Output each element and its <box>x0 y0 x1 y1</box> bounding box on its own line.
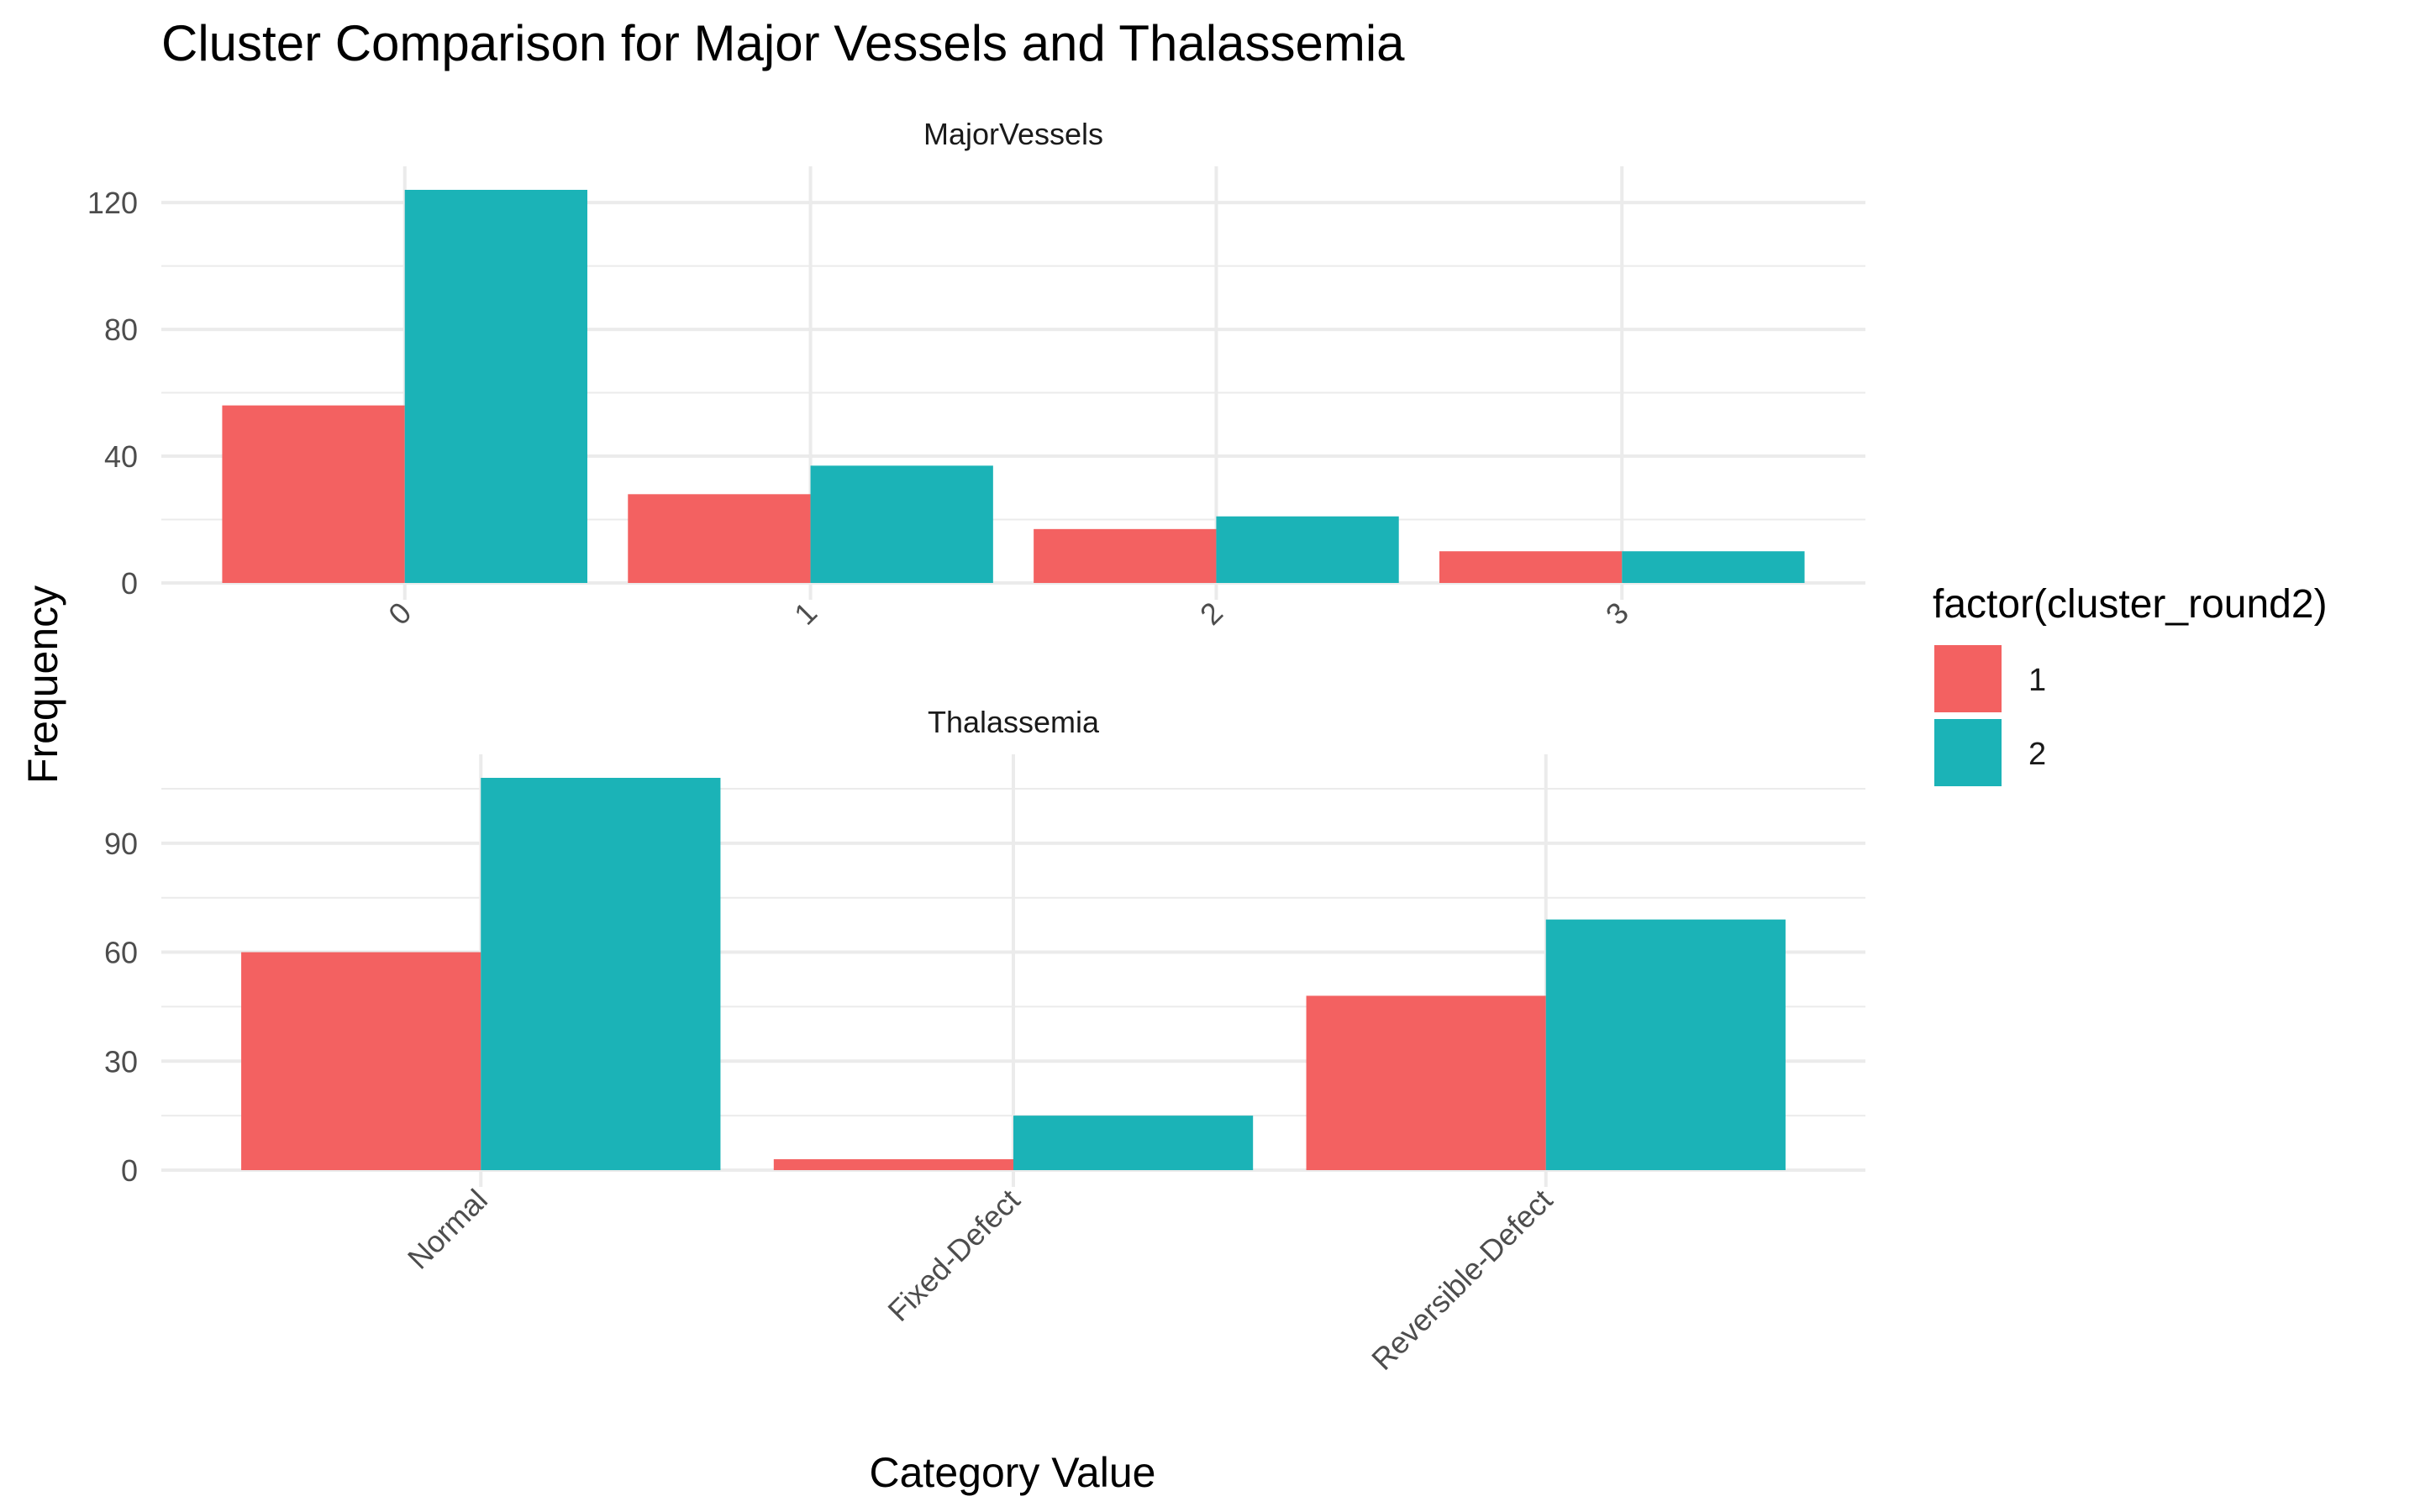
y-tick-label: 90 <box>104 827 138 861</box>
x-tick-label: 3 <box>1599 596 1635 632</box>
y-tick-label: 0 <box>121 1153 138 1188</box>
bar-MajorVessels-2-cluster-2 <box>1216 516 1399 583</box>
bar-MajorVessels-3-cluster-2 <box>1622 551 1805 583</box>
bar-MajorVessels-1-cluster-2 <box>810 465 993 583</box>
y-tick-label: 0 <box>121 566 138 601</box>
bar-MajorVessels-3-cluster-1 <box>1439 551 1623 583</box>
legend-title: factor(cluster_round2) <box>1933 582 2328 627</box>
bar-Thalassemia-Normal-cluster-2 <box>481 778 721 1170</box>
chart-title: Cluster Comparison for Major Vessels and… <box>161 15 1405 71</box>
x-axis-title: Category Value <box>870 1449 1156 1496</box>
panel-0: MajorVessels 0 40 80 120 0 1 2 3 <box>87 117 1865 632</box>
legend-label: 2 <box>2028 737 2046 772</box>
y-tick-label: 40 <box>104 439 138 474</box>
x-tick-label: Fixed-Defect <box>881 1183 1026 1328</box>
x-tick-label: 2 <box>1193 596 1229 632</box>
bar-Thalassemia-Reversible-Defect-cluster-1 <box>1306 995 1546 1170</box>
x-tick-label: Reversible-Defect <box>1365 1183 1559 1377</box>
y-axis-title: Frequency <box>19 585 66 784</box>
legend-swatch-1 <box>1934 645 2002 712</box>
panels-layer: MajorVessels 0 40 80 120 0 1 2 3 Thalassemia 0 30 60… <box>87 117 1865 1377</box>
y-tick-label: 80 <box>104 312 138 347</box>
legend-label: 1 <box>2028 663 2046 698</box>
legend-swatch-2 <box>1934 719 2002 786</box>
bar-Thalassemia-Reversible-Defect-cluster-2 <box>1545 919 1786 1170</box>
bar-Thalassemia-Normal-cluster-1 <box>241 952 481 1170</box>
bar-MajorVessels-0-cluster-2 <box>404 190 587 583</box>
x-tick-label: Normal <box>401 1183 494 1276</box>
bar-Thalassemia-Fixed-Defect-cluster-1 <box>773 1159 1013 1170</box>
y-tick-label: 30 <box>104 1044 138 1079</box>
bar-MajorVessels-1-cluster-1 <box>628 494 811 583</box>
panel-1: Thalassemia 0 30 60 90 Normal Fixed-Defect Reve… <box>104 705 1865 1377</box>
x-tick-label: 0 <box>381 596 418 632</box>
legend: factor(cluster_round2) 1 2 <box>1933 582 2328 786</box>
y-tick-label: 60 <box>104 936 138 970</box>
x-tick-label: 1 <box>787 596 823 632</box>
panel-strip-label: MajorVessels <box>923 117 1103 151</box>
panel-strip-label: Thalassemia <box>928 705 1100 739</box>
y-tick-label: 120 <box>87 186 138 220</box>
bar-MajorVessels-0-cluster-1 <box>222 405 405 583</box>
bar-Thalassemia-Fixed-Defect-cluster-2 <box>1013 1116 1254 1170</box>
bar-MajorVessels-2-cluster-1 <box>1034 528 1217 583</box>
